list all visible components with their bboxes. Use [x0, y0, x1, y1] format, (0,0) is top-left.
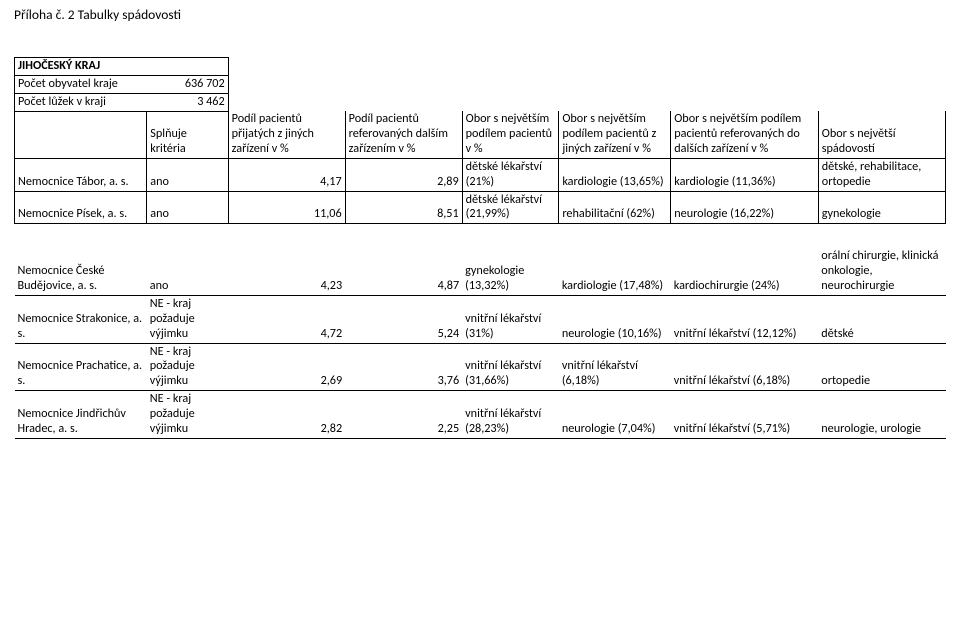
top-out: neurologie (16,22%): [671, 191, 819, 224]
meets-criteria: NE - kraj požaduje výjimku: [147, 343, 228, 391]
top-catch: gynekologie: [818, 191, 945, 224]
top-out: kardiochirurgie (24%): [671, 248, 819, 295]
attachment-title: Příloha č. 2 Tabulky spádovosti: [14, 6, 946, 23]
in-pct: 4,17: [228, 158, 345, 191]
col-header: Obor s největším podílem pacientů refero…: [671, 111, 819, 158]
top-out: vnitřní lékařství (5,71%): [671, 391, 819, 439]
top-share: dětské lékařství (21,99%): [462, 191, 559, 224]
top-out: vnitřní lékařství (12,12%): [671, 295, 819, 343]
hospital-name: Nemocnice České Budějovice, a. s.: [15, 248, 147, 295]
meets-criteria: ano: [147, 248, 228, 295]
meets-criteria: NE - kraj požaduje výjimku: [147, 391, 228, 439]
table-gap-row: [15, 224, 946, 249]
meets-criteria: ano: [147, 191, 228, 224]
col-header: Podíl pacientů přijatých z jiných zaříze…: [228, 111, 345, 158]
top-share: vnitřní lékařství (28,23%): [462, 391, 559, 439]
in-pct: 2,69: [228, 343, 345, 391]
col-header: Obor s největším podílem pacientů z jiný…: [559, 111, 671, 158]
col-header: Podíl pacientů referovaných dalším zaříz…: [345, 111, 462, 158]
hospital-name: Nemocnice Strakonice, a. s.: [15, 295, 147, 343]
table-row: Nemocnice Jindřichův Hradec, a. s.NE - k…: [15, 391, 946, 439]
out-pct: 3,76: [345, 343, 462, 391]
in-pct: 2,82: [228, 391, 345, 439]
col-header: Splňuje kritéria: [147, 111, 228, 158]
top-in: kardiologie (13,65%): [559, 158, 671, 191]
out-pct: 2,89: [345, 158, 462, 191]
top-catch: orální chirurgie, klinická onkologie, ne…: [818, 248, 945, 295]
hospital-name: Nemocnice Tábor, a. s.: [15, 158, 147, 191]
top-in: neurologie (10,16%): [559, 295, 671, 343]
top-in: rehabilitační (62%): [559, 191, 671, 224]
out-pct: 8,51: [345, 191, 462, 224]
meets-criteria: ano: [147, 158, 228, 191]
top-catch: neurologie, urologie: [818, 391, 945, 439]
region-label: JIHOČESKÝ KRAJ: [15, 58, 147, 76]
population-label: Počet obyvatel kraje: [15, 75, 147, 93]
hospital-name: Nemocnice Prachatice, a. s.: [15, 343, 147, 391]
hospital-name: Nemocnice Jindřichův Hradec, a. s.: [15, 391, 147, 439]
out-pct: 2,25: [345, 391, 462, 439]
out-pct: 4,87: [345, 248, 462, 295]
region-row: JIHOČESKÝ KRAJ: [15, 58, 946, 76]
col-header: Obor s největším podílem pacientů v %: [462, 111, 559, 158]
top-share: vnitřní lékařství (31%): [462, 295, 559, 343]
header-row: Splňuje kritéria Podíl pacientů přijatýc…: [15, 111, 946, 158]
table-row: Nemocnice Prachatice, a. s.NE - kraj pož…: [15, 343, 946, 391]
catchment-table: JIHOČESKÝ KRAJ Počet obyvatel kraje 636 …: [14, 57, 946, 439]
col-header: Obor s největší spádovostí: [818, 111, 945, 158]
top-out: vnitřní lékařství (6,18%): [671, 343, 819, 391]
top-out: kardiologie (11,36%): [671, 158, 819, 191]
table-row: Nemocnice Strakonice, a. s.NE - kraj pož…: [15, 295, 946, 343]
in-pct: 4,72: [228, 295, 345, 343]
out-pct: 5,24: [345, 295, 462, 343]
top-catch: ortopedie: [818, 343, 945, 391]
table-row: Nemocnice Písek, a. s.ano11,068,51dětské…: [15, 191, 946, 224]
in-pct: 4,23: [228, 248, 345, 295]
beds-value: 3 462: [147, 93, 228, 111]
top-in: kardiologie (17,48%): [559, 248, 671, 295]
top-share: vnitřní lékařství (31,66%): [462, 343, 559, 391]
beds-label: Počet lůžek v kraji: [15, 93, 147, 111]
top-in: neurologie (7,04%): [559, 391, 671, 439]
in-pct: 11,06: [228, 191, 345, 224]
top-catch: dětské: [818, 295, 945, 343]
top-in: vnitřní lékařství (6,18%): [559, 343, 671, 391]
table-row: Nemocnice České Budějovice, a. s.ano4,23…: [15, 248, 946, 295]
beds-row: Počet lůžek v kraji 3 462: [15, 93, 946, 111]
top-share: dětské lékařství (21%): [462, 158, 559, 191]
population-value: 636 702: [147, 75, 228, 93]
top-share: gynekologie (13,32%): [462, 248, 559, 295]
hospital-name: Nemocnice Písek, a. s.: [15, 191, 147, 224]
population-row: Počet obyvatel kraje 636 702: [15, 75, 946, 93]
meets-criteria: NE - kraj požaduje výjimku: [147, 295, 228, 343]
table-row: Nemocnice Tábor, a. s.ano4,172,89dětské …: [15, 158, 946, 191]
top-catch: dětské, rehabilitace, ortopedie: [818, 158, 945, 191]
